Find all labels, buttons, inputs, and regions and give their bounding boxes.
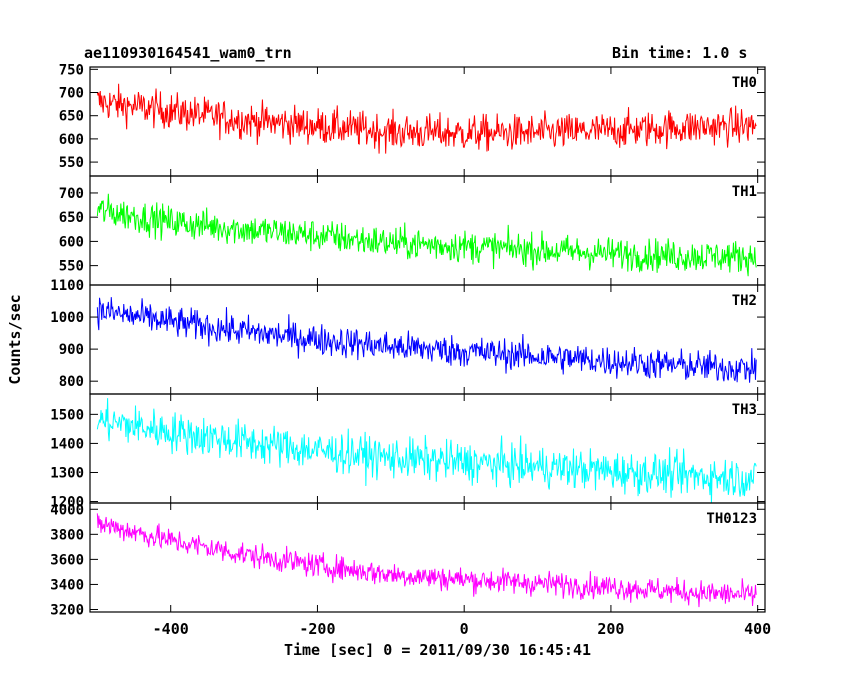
y-tick-label-th1: 700 — [59, 186, 84, 202]
y-tick-label-th1: 600 — [59, 234, 84, 250]
y-tick-label-th2: 800 — [59, 374, 84, 390]
y-tick-label-th0123: 3200 — [50, 602, 84, 618]
x-tick-label: 0 — [460, 620, 469, 638]
y-tick-label-th0123: 3800 — [50, 527, 84, 543]
series-line-th0123 — [96, 513, 757, 608]
y-tick-label-th1: 550 — [59, 259, 84, 275]
x-tick-label: 200 — [597, 620, 624, 638]
y-tick-label-th0123: 4000 — [50, 502, 84, 518]
y-tick-label-th2: 1100 — [50, 278, 84, 294]
y-tick-label-th0: 600 — [59, 132, 84, 148]
y-tick-label-th0123: 3400 — [50, 577, 84, 593]
y-tick-label-th0123: 3600 — [50, 552, 84, 568]
panel-frame-th2 — [89, 284, 766, 395]
y-tick-label-th3: 1300 — [50, 465, 84, 481]
y-tick-label-th3: 1500 — [50, 407, 84, 423]
series-line-th0 — [96, 83, 757, 154]
y-tick-label-th0: 700 — [59, 86, 84, 102]
y-tick-label-th0: 750 — [59, 62, 84, 78]
y-tick-label-th0: 650 — [59, 109, 84, 125]
y-axis-label: Counts/sec — [6, 294, 24, 384]
panel-label-th1: TH1 — [732, 184, 757, 200]
y-tick-label-th3: 1200 — [50, 495, 84, 511]
bin-time-label: Bin time: 1.0 s — [612, 44, 748, 62]
x-tick-label: 400 — [744, 620, 771, 638]
series-line-th1 — [96, 193, 757, 277]
series-line-th3 — [96, 398, 757, 503]
x-axis-label: Time [sec] 0 = 2011/09/30 16:45:41 — [284, 641, 591, 659]
x-tick-label: -400 — [153, 620, 189, 638]
x-tick-label: -200 — [299, 620, 335, 638]
y-tick-label-th3: 1400 — [50, 436, 84, 452]
y-tick-label-th0: 550 — [59, 155, 84, 171]
panel-frame-th0123 — [89, 502, 766, 613]
panel-label-th0123: TH0123 — [706, 511, 757, 527]
chart-title: ae110930164541_wam0_trn — [84, 44, 292, 62]
series-line-th2 — [96, 297, 757, 383]
y-tick-label-th1: 650 — [59, 210, 84, 226]
y-tick-label-th2: 900 — [59, 342, 84, 358]
panel-label-th3: TH3 — [732, 402, 757, 418]
panel-label-th2: TH2 — [732, 293, 757, 309]
panel-label-th0: TH0 — [732, 75, 757, 91]
y-tick-label-th2: 1000 — [50, 310, 84, 326]
